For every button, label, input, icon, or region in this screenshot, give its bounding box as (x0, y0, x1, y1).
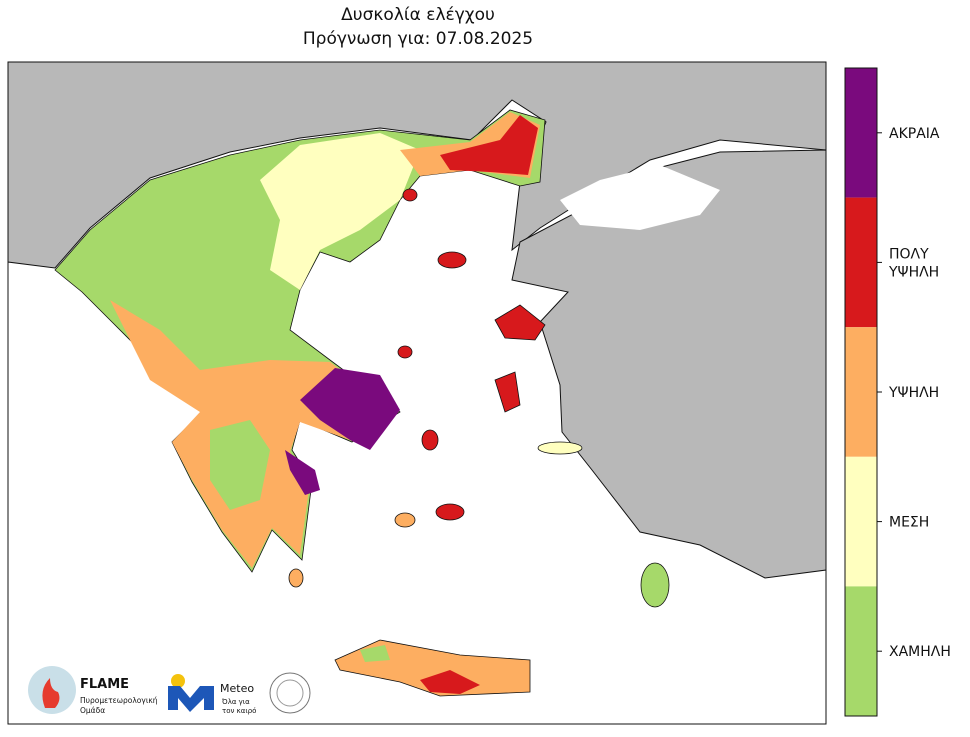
flame-subtitle: Πυρομετεωρολογική (80, 696, 158, 705)
map-frame (7, 61, 827, 725)
marmara (560, 165, 720, 230)
map (7, 61, 827, 725)
colorbar-label: ΥΨΗΛΗ (888, 264, 939, 280)
colorbar: ΑΚΡΑΙΑ ΠΟΛΥ ΥΨΗΛΗ ΥΨΗΛΗ ΜΕΣΗ ΧΑΜΗΛΗ (844, 67, 951, 717)
flame-icon (42, 678, 60, 708)
island (640, 562, 670, 608)
map-subtitle: Πρόγνωση για: 07.08.2025 (303, 29, 533, 49)
colorbar-label: ΑΚΡΑΙΑ (889, 126, 940, 142)
colorbar-segment (845, 197, 877, 328)
flame-subtitle: Ομάδα (80, 706, 105, 715)
balkans (7, 61, 827, 269)
zone-extreme (300, 368, 400, 450)
island (402, 188, 418, 202)
zone-very-high (440, 115, 538, 175)
zone-low (210, 420, 270, 510)
colorbar-segment (845, 456, 877, 587)
zone-medium (260, 133, 420, 290)
colorbar-label: ΜΕΣΗ (889, 515, 929, 531)
meteo-subtitle: τον καιρό (222, 707, 256, 715)
logos: FLAME Πυρομετεωρολογική Ομάδα Meteo Όλα … (28, 666, 311, 715)
colorbar-label: ΠΟΛΥ (889, 246, 929, 262)
colorbar-segment (845, 586, 877, 716)
colorbar-segment (845, 327, 877, 457)
meteo-subtitle: Όλα για (221, 698, 250, 706)
island (288, 568, 304, 588)
flame-name: FLAME (80, 677, 129, 692)
zone-extreme (285, 450, 320, 495)
university-seal (276, 679, 304, 707)
island (435, 503, 465, 521)
island (494, 304, 546, 341)
university-seal (269, 672, 311, 714)
colorbar-segment (845, 68, 877, 198)
island (537, 441, 583, 455)
island (394, 512, 416, 528)
colorbar-label: ΧΑΜΗΛΗ (889, 644, 951, 660)
island (494, 371, 521, 413)
meteo-logo (168, 686, 214, 712)
island (421, 429, 439, 451)
meteo-name: Meteo (220, 682, 254, 695)
zone-very-high (420, 670, 480, 694)
meteo-dot (171, 674, 185, 688)
map-title: Δυσκολία ελέγχου (341, 5, 495, 25)
island (437, 251, 467, 269)
colorbar-frame (844, 67, 878, 717)
zone-low (360, 645, 390, 662)
island (397, 345, 413, 359)
colorbar-label: ΥΨΗΛΗ (888, 385, 939, 401)
